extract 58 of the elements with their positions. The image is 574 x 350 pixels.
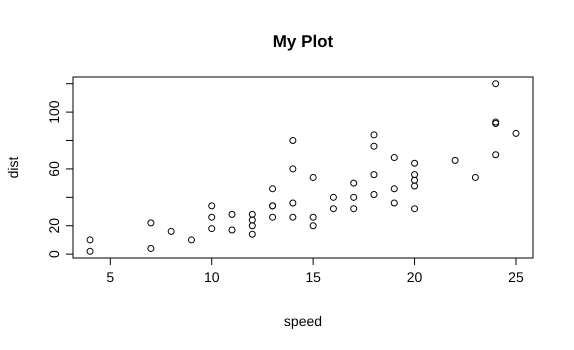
- point: [147, 219, 154, 226]
- x-tick-label: 25: [508, 269, 524, 285]
- point: [208, 214, 216, 221]
- point: [269, 185, 276, 192]
- point: [248, 216, 256, 224]
- point: [228, 210, 236, 218]
- point: [390, 200, 398, 207]
- y-tick-label: 0: [46, 250, 62, 258]
- x-tick-label: 10: [204, 269, 220, 285]
- point: [310, 222, 317, 230]
- x-axis-title: speed: [284, 313, 322, 329]
- point: [370, 142, 378, 150]
- point: [168, 228, 175, 235]
- point: [228, 226, 236, 234]
- point: [289, 214, 296, 221]
- point: [248, 222, 256, 230]
- y-axis-title: dist: [5, 156, 21, 178]
- x-tick-label: 20: [406, 269, 423, 285]
- point: [188, 236, 195, 244]
- point: [208, 225, 216, 232]
- point: [330, 194, 337, 201]
- point: [269, 214, 276, 221]
- point: [411, 205, 418, 212]
- point: [330, 205, 337, 212]
- point: [289, 200, 296, 207]
- point: [492, 151, 500, 158]
- y-tick-label: 100: [46, 100, 62, 124]
- point: [289, 137, 296, 144]
- point: [390, 154, 398, 162]
- point: [492, 80, 500, 88]
- point: [512, 130, 520, 137]
- point: [390, 185, 398, 192]
- point: [370, 190, 378, 198]
- chart-title: My Plot: [272, 32, 334, 51]
- point: [350, 194, 358, 201]
- point: [310, 174, 317, 181]
- point: [248, 230, 256, 238]
- point: [310, 214, 317, 221]
- point: [248, 210, 256, 218]
- point: [86, 248, 94, 255]
- x-tick-label: 5: [106, 269, 114, 285]
- point: [411, 176, 418, 184]
- point: [350, 205, 358, 212]
- point: [350, 180, 358, 187]
- point: [411, 171, 418, 178]
- point: [411, 160, 418, 167]
- point: [370, 131, 378, 138]
- point: [208, 202, 216, 210]
- point: [472, 174, 479, 181]
- y-tick-label: 20: [46, 218, 62, 234]
- x-tick-label: 15: [305, 269, 322, 285]
- point: [452, 156, 459, 164]
- point: [289, 165, 296, 172]
- point: [411, 182, 418, 190]
- point: [86, 236, 94, 244]
- y-tick-label: 60: [46, 160, 62, 177]
- point: [147, 244, 154, 252]
- point: [370, 171, 378, 178]
